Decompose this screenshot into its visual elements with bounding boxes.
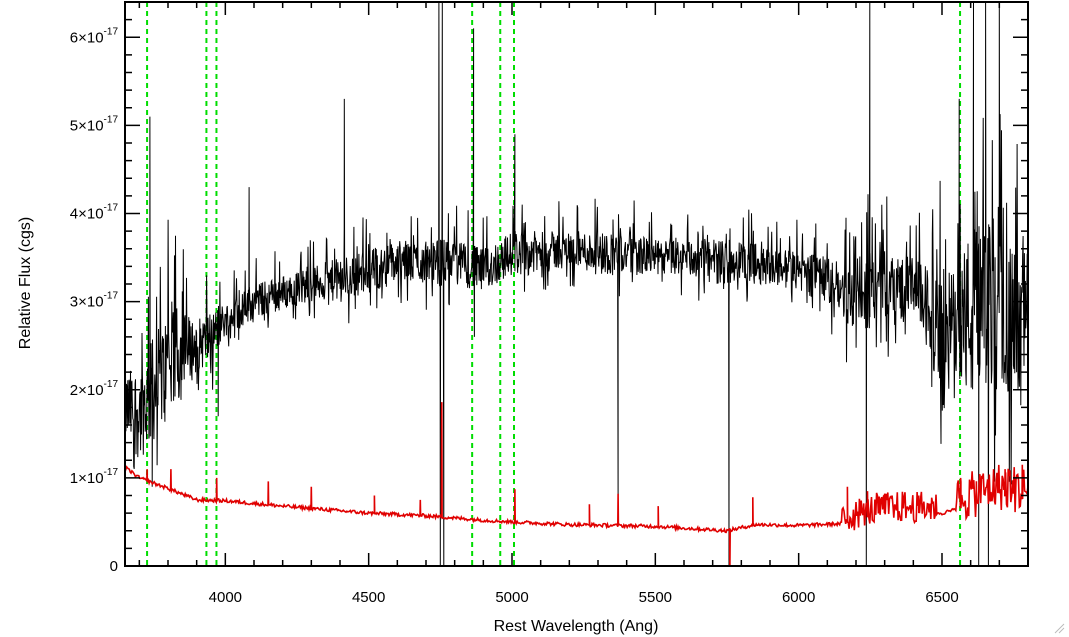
x-axis-ticks: 4000 4500 5000 5500 6000 6500 (138, 2, 1029, 606)
x-tick-label: 5500 (639, 589, 672, 606)
y-tick-label: 2×10-17 (70, 379, 119, 399)
model-line (124, 402, 1029, 567)
model-spectrum (124, 402, 1029, 567)
observed-spectrum (124, 1, 1029, 567)
x-tick-label: 4000 (209, 589, 242, 606)
y-tick-label: 5×10-17 (70, 114, 119, 134)
x-tick-label: 6500 (925, 589, 958, 606)
y-tick-label: 6×10-17 (70, 26, 119, 46)
x-tick-label: 6000 (782, 589, 815, 606)
y-axis-title: Relative Flux (cgs) (17, 217, 34, 349)
reference-lines (146, 2, 962, 566)
spectrum-line (124, 1, 1029, 567)
resize-grip-icon[interactable] (1053, 622, 1065, 634)
y-tick-label: 4×10-17 (70, 203, 119, 223)
x-tick-label: 4500 (352, 589, 385, 606)
y-tick-label: 0 (110, 558, 118, 575)
y-tick-label: 1×10-17 (70, 467, 119, 487)
y-axis-ticks: 0 1×10-17 2×10-17 3×10-17 4×10-17 5×10-17 6×10… (70, 18, 1028, 575)
x-tick-label: 5000 (495, 589, 528, 606)
x-axis-title: Rest Wavelength (Ang) (494, 618, 659, 635)
y-tick-label: 3×10-17 (70, 291, 119, 311)
